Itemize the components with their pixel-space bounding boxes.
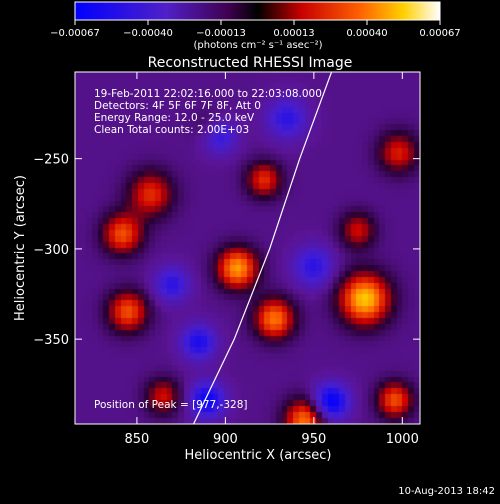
y-axis-label: Heliocentric Y (arcsec) xyxy=(13,175,28,321)
colorbar-tick-label: 0.00067 xyxy=(419,28,460,39)
colorbar-tick-label: −0.00067 xyxy=(50,28,100,39)
annotation-detectors: Detectors: 4F 5F 6F 7F 8F, Att 0 xyxy=(94,100,261,112)
colorbar-tick-label: −0.00013 xyxy=(196,28,246,39)
colorbar-tick-label: 0.00040 xyxy=(346,28,387,39)
colorbar-tick-label: −0.00040 xyxy=(123,28,173,39)
annotation-clean-counts: Clean Total counts: 2.00E+03 xyxy=(94,124,249,136)
y-tick-label: −300 xyxy=(33,243,69,258)
x-tick-label: 950 xyxy=(301,432,326,447)
x-tick-label: 900 xyxy=(213,432,238,447)
solar-limb-line xyxy=(192,72,333,424)
colorbar-tick-label: 0.00013 xyxy=(273,28,314,39)
timestamp: 10-Aug-2013 18:42 xyxy=(398,486,495,497)
annotation-energy-range: Energy Range: 12.0 - 25.0 keV xyxy=(94,112,255,124)
heatmap-canvas xyxy=(75,72,420,424)
annotation-time-range: 19-Feb-2011 22:02:16.000 to 22:03:08.000 xyxy=(94,88,322,100)
chart-title: Reconstructed RHESSI Image xyxy=(148,55,353,71)
colorbar: −0.00067 −0.00040 −0.00013 0.00013 0.00040 0.… xyxy=(50,1,461,51)
x-tick-label: 1000 xyxy=(386,432,419,447)
y-tick-label: −350 xyxy=(33,333,69,348)
x-axis-label: Heliocentric X (arcsec) xyxy=(185,448,332,463)
peak-position-label: Position of Peak = [977,-328] xyxy=(94,399,248,411)
colorbar-unit-label: (photons cm⁻² s⁻¹ asec⁻²) xyxy=(193,40,322,51)
y-tick-label: −250 xyxy=(33,153,69,168)
heatmap-image xyxy=(75,72,420,424)
colorbar-gradient xyxy=(74,1,441,21)
plot-frame xyxy=(74,71,421,425)
x-tick-label: 850 xyxy=(125,432,150,447)
annotation-block: 19-Feb-2011 22:02:16.000 to 22:03:08.000… xyxy=(94,88,322,136)
